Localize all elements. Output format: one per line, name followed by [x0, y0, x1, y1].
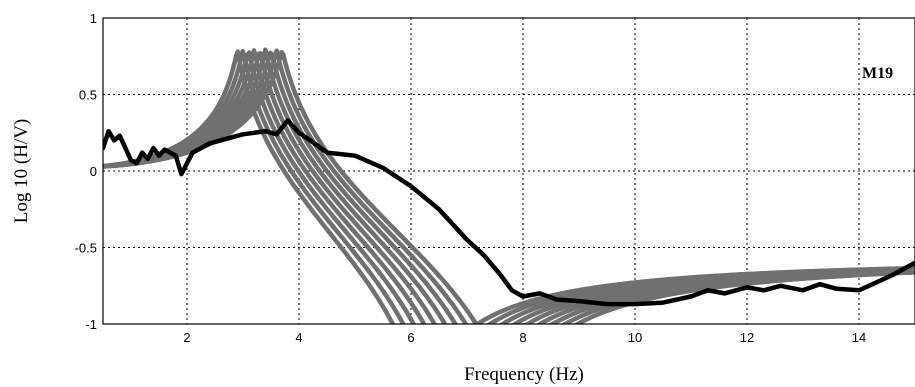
- x-tick-label: 6: [407, 330, 414, 345]
- x-tick-label: 4: [295, 330, 302, 345]
- y-tick-label: -0.5: [75, 241, 97, 256]
- x-tick-label: 2: [183, 330, 190, 345]
- y-axis-title: Log 10 (H/V): [11, 119, 32, 223]
- observed-hv-line: [103, 118, 915, 307]
- x-axis-title: Frequency (Hz): [464, 364, 584, 385]
- tick-labels: 2 4 6 8 10 12 14 1 0.5 0 -0.5 -1: [75, 11, 867, 345]
- model-curve: [103, 49, 915, 324]
- station-label: M19: [862, 65, 893, 82]
- model-curves: [103, 47, 915, 324]
- y-tick-label: -1: [85, 317, 97, 332]
- y-tick-label: 0.5: [79, 88, 97, 103]
- x-tick-label: 14: [852, 330, 866, 345]
- x-tick-label: 10: [628, 330, 642, 345]
- y-tick-label: 1: [90, 11, 97, 26]
- x-tick-label: 12: [740, 330, 754, 345]
- model-curve: [103, 49, 915, 324]
- observed-curve: [103, 118, 915, 307]
- plot-frame: [102, 17, 915, 325]
- x-tick-label: 8: [519, 330, 526, 345]
- y-tick-label: 0: [90, 164, 97, 179]
